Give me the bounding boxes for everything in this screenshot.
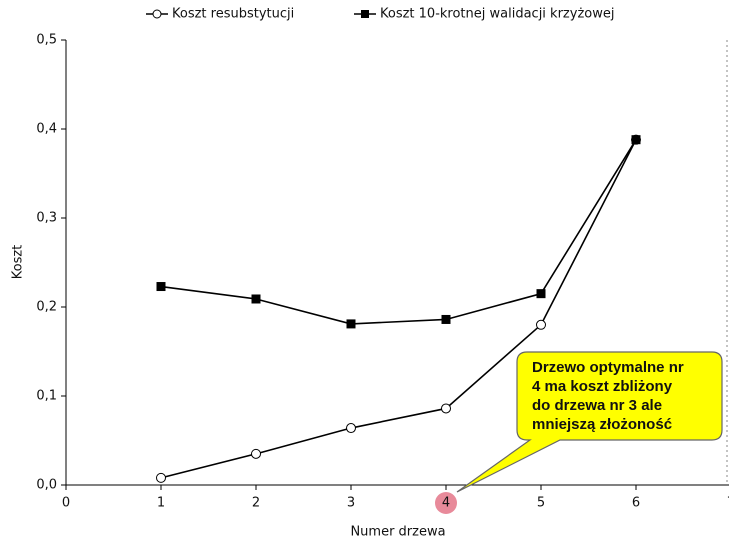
callout-text: do drzewa nr 3 ale <box>532 397 662 414</box>
point <box>156 282 166 292</box>
x-tick-label: 5 <box>537 496 545 511</box>
y-tick-label: 0,3 <box>36 211 57 226</box>
y-tick-label: 0,2 <box>36 300 57 315</box>
y-tick-label: 0,0 <box>36 478 57 493</box>
point <box>156 472 166 483</box>
x-axis-label: Numer drzewa <box>350 525 445 540</box>
y-tick-label: 0,1 <box>36 389 57 404</box>
point <box>536 289 546 299</box>
x-tick-label: 2 <box>252 496 260 511</box>
highlight <box>435 492 457 514</box>
legend-marker <box>361 10 369 18</box>
callout-text: mniejszą złożoność <box>532 416 672 433</box>
point <box>346 423 356 434</box>
y-axis-label: Koszt <box>11 245 26 280</box>
point <box>346 319 356 329</box>
x-tick-label: 3 <box>347 496 355 511</box>
callout-text: Drzewo optymalne nr <box>532 359 684 376</box>
x-tick-label: 1 <box>157 496 165 511</box>
point <box>251 294 261 304</box>
legend-label: Koszt 10-krotnej walidacji krzyżowej <box>380 7 614 22</box>
callout-text: 4 ma koszt zbliżony <box>532 378 673 395</box>
point <box>631 135 641 145</box>
legend-label: Koszt resubstytucji <box>172 7 294 22</box>
point <box>251 448 261 459</box>
callout-box <box>456 351 723 493</box>
y-tick-label: 0,4 <box>36 122 57 137</box>
point <box>441 403 451 414</box>
point <box>441 314 451 324</box>
series-line <box>160 139 637 479</box>
series-line <box>160 139 637 325</box>
callout: Drzewo optymalne nr 4 ma koszt zbliżony do… <box>456 351 723 493</box>
x-tick-label: 6 <box>632 496 640 511</box>
x-tick-label: 7 <box>727 496 729 511</box>
y-tick-label: 0,5 <box>36 33 57 48</box>
legend-marker <box>152 9 162 19</box>
x-tick-label: 0 <box>62 496 70 511</box>
point <box>536 319 546 330</box>
x-tick-label: 4 <box>442 496 450 511</box>
